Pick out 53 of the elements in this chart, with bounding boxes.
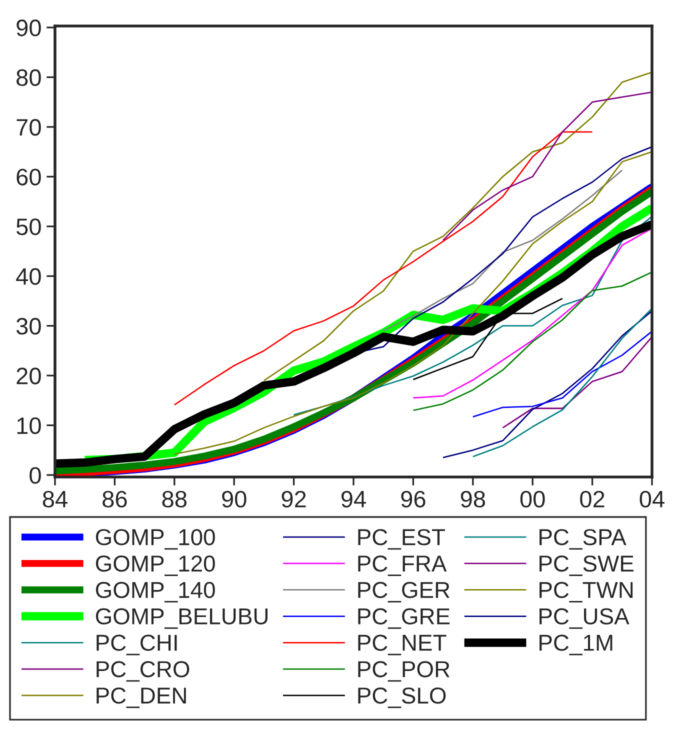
x-tick-label: 84 xyxy=(42,490,68,508)
legend-label: PC_DEN xyxy=(96,687,186,708)
y-tick-label: 10 xyxy=(17,417,41,434)
x-tick-label: 00 xyxy=(520,490,545,508)
line-series xyxy=(293,216,652,416)
legend-label: PC_TWN xyxy=(540,582,633,602)
y-tick-label: 70 xyxy=(16,119,41,136)
legend-label: PC_USA xyxy=(540,608,630,629)
line-series xyxy=(263,72,652,382)
x-tick-label: 88 xyxy=(162,490,187,508)
y-tick-label: 20 xyxy=(16,368,41,384)
legend-label: PC_CRO xyxy=(96,661,190,682)
x-tick-label: 94 xyxy=(341,490,366,508)
x-tick-label: 92 xyxy=(282,490,306,508)
legend-label: GOMP_100 xyxy=(96,529,215,550)
x-tick-label: 98 xyxy=(460,490,486,508)
x-tick-label: 96 xyxy=(401,490,426,508)
line-series xyxy=(442,310,652,458)
line-series xyxy=(412,298,564,380)
y-tick-label: 40 xyxy=(16,268,41,285)
legend-label: PC_FRA xyxy=(358,555,447,576)
legend-label: PC_POR xyxy=(358,661,450,682)
line-series xyxy=(382,170,623,332)
y-tick-label: 0 xyxy=(30,467,41,484)
legend-label: PC_NET xyxy=(358,634,446,656)
y-tick-label: 60 xyxy=(16,168,41,186)
legend-label: GOMP_BELUBU xyxy=(96,608,268,629)
line-series xyxy=(442,91,652,242)
legend-label: PC_1M xyxy=(540,634,612,656)
legend-label: PC_CHI xyxy=(96,634,177,656)
line-series xyxy=(412,271,652,412)
legend-label: PC_SWE xyxy=(540,555,634,576)
line-series xyxy=(502,336,652,428)
x-tick-label: 04 xyxy=(640,490,664,508)
line-series xyxy=(412,228,652,399)
legend-label: PC_SLO xyxy=(358,687,446,708)
legend-label: PC_EST xyxy=(358,529,445,550)
legend-label: GOMP_120 xyxy=(96,555,215,576)
y-tick-label: 90 xyxy=(16,20,41,36)
y-tick-label: 50 xyxy=(16,218,41,236)
y-tick-label: 30 xyxy=(16,318,41,335)
y-tick-label: 80 xyxy=(16,69,41,86)
line-series xyxy=(174,131,593,406)
legend-label: PC_SPA xyxy=(540,529,626,550)
legend-label: PC_GRE xyxy=(358,608,450,629)
x-tick-label: 90 xyxy=(222,490,246,508)
line-series xyxy=(472,308,652,458)
line-series xyxy=(174,151,652,455)
x-tick-label: 02 xyxy=(580,490,604,508)
legend-label: PC_GER xyxy=(358,582,450,602)
line-series xyxy=(472,330,652,418)
x-tick-label: 86 xyxy=(102,490,127,508)
legend-label: GOMP_140 xyxy=(96,582,215,602)
